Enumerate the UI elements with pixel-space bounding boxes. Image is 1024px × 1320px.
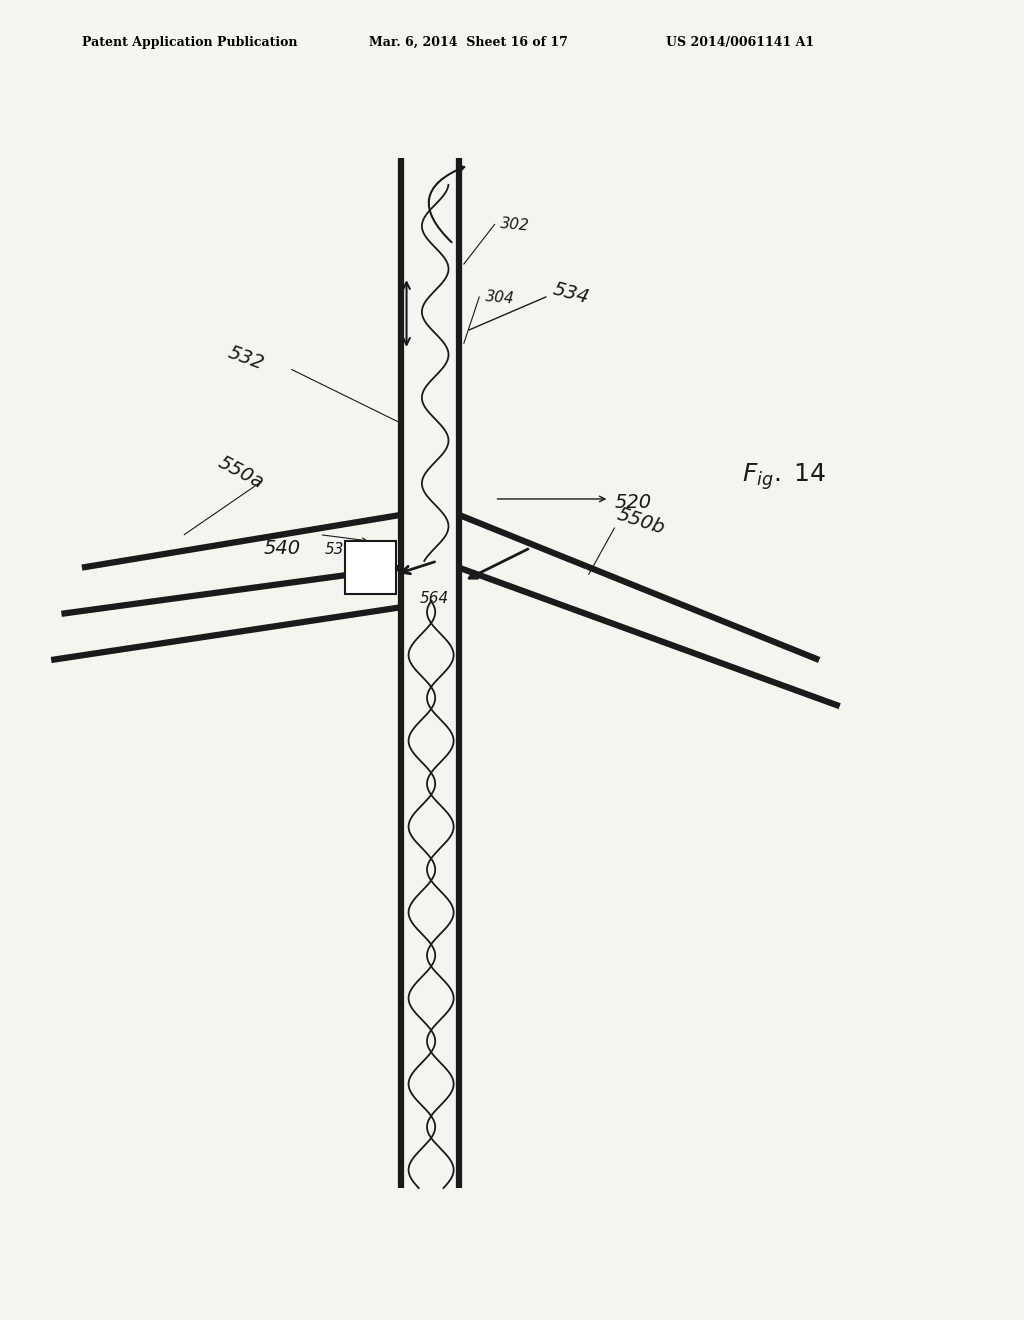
Text: 538: 538	[325, 543, 354, 557]
Text: 532: 532	[225, 343, 266, 374]
Text: 540: 540	[263, 540, 300, 558]
Text: 564: 564	[420, 591, 450, 606]
Bar	[345, 541, 396, 594]
Text: 520: 520	[614, 494, 651, 512]
Text: 550a: 550a	[215, 453, 267, 492]
Text: $\mathit{F_{ig}.\ 14}$: $\mathit{F_{ig}.\ 14}$	[742, 461, 826, 492]
Text: US 2014/0061141 A1: US 2014/0061141 A1	[666, 36, 814, 49]
Text: 534: 534	[551, 280, 592, 308]
Text: 550b: 550b	[614, 506, 668, 539]
Text: 304: 304	[484, 289, 515, 306]
Text: Mar. 6, 2014  Sheet 16 of 17: Mar. 6, 2014 Sheet 16 of 17	[369, 36, 567, 49]
Text: Patent Application Publication: Patent Application Publication	[82, 36, 297, 49]
Text: 302: 302	[500, 216, 530, 234]
